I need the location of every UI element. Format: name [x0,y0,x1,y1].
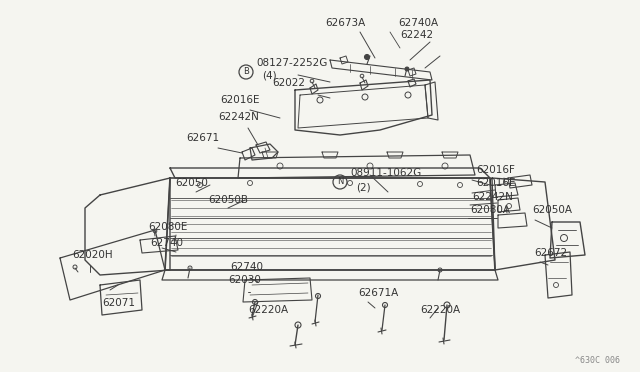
Text: 62022: 62022 [272,78,305,88]
Text: 62242N: 62242N [218,112,259,122]
Text: 62050A: 62050A [532,205,572,215]
Text: N: N [337,177,343,186]
Text: (2): (2) [356,182,371,192]
Circle shape [365,55,369,60]
Text: 62740: 62740 [150,238,183,248]
Text: 62740A: 62740A [398,18,438,28]
Text: 62020H: 62020H [72,250,113,260]
Text: 62016E: 62016E [220,95,259,105]
Text: 62080A: 62080A [470,205,510,215]
Text: 62671: 62671 [186,133,219,143]
Text: 62242: 62242 [400,30,433,40]
Text: 62242N: 62242N [472,192,513,202]
Text: ^630C 006: ^630C 006 [575,356,620,365]
Text: 62016F: 62016F [476,165,515,175]
Text: 62671A: 62671A [358,288,398,298]
Text: 62740: 62740 [230,262,263,272]
Text: 08911-1062G: 08911-1062G [350,168,421,178]
Text: 62050B: 62050B [208,195,248,205]
Text: 62016E: 62016E [476,178,515,188]
Text: 62030: 62030 [228,275,261,285]
Text: 62673A: 62673A [325,18,365,28]
Text: 62071: 62071 [102,298,135,308]
Circle shape [405,67,409,71]
Text: 62220A: 62220A [248,305,288,315]
Text: 08127-2252G: 08127-2252G [256,58,328,68]
Text: 62220A: 62220A [420,305,460,315]
Text: (4): (4) [262,70,276,80]
Text: B: B [243,67,249,77]
Text: 62672: 62672 [534,248,567,258]
Text: 62050: 62050 [175,178,208,188]
Text: 62080E: 62080E [148,222,188,232]
